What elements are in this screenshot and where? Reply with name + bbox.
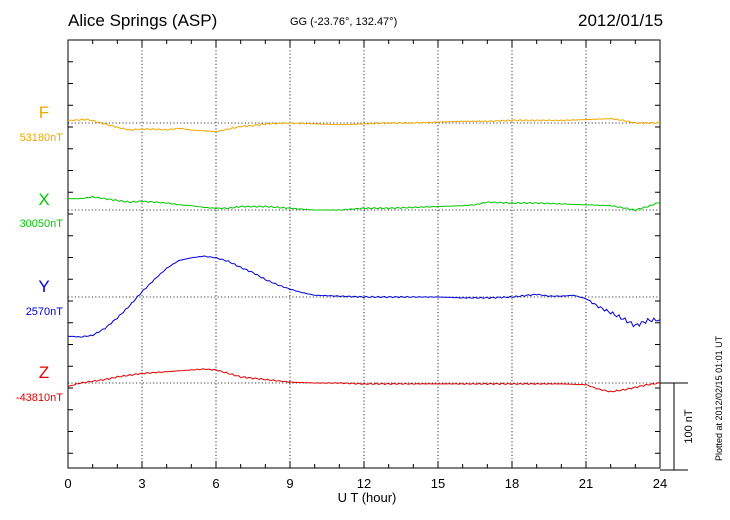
scale-bar: 100 nT (660, 382, 695, 471)
grid (141, 40, 587, 468)
baselines (68, 122, 660, 384)
series-name-z: Z (39, 363, 49, 382)
x-tick-label: 0 (64, 476, 71, 491)
series-labels: F 53180nT X 30050nT Y 2570nT Z -43810nT (16, 103, 63, 404)
x-tick-label: 24 (653, 476, 667, 491)
series-line-y (67, 255, 661, 338)
x-tick-labels: 0 3 6 9 12 15 18 21 24 (64, 476, 667, 491)
series-baseline-value-x: 30050nT (20, 218, 64, 230)
series-line-z (67, 368, 661, 393)
x-axis-label: U T (hour) (338, 490, 397, 505)
series-name-f: F (39, 103, 49, 122)
x-tick-label: 9 (286, 476, 293, 491)
series-baseline-value-z: -43810nT (16, 392, 63, 404)
plot-date: 2012/01/15 (578, 11, 664, 30)
x-tick-label: 18 (505, 476, 519, 491)
axis-ticks (67, 40, 661, 468)
x-tick-label: 21 (579, 476, 593, 491)
x-tick-label: 12 (357, 476, 371, 491)
scale-bar-label: 100 nT (683, 409, 695, 444)
series-lines (67, 117, 661, 393)
plotted-timestamp: Plotted at 2012/02/15 01:01 UT (714, 335, 724, 461)
x-tick-label: 15 (431, 476, 445, 491)
series-baseline-value-f: 53180nT (20, 132, 64, 144)
series-name-y: Y (38, 277, 49, 296)
series-name-x: X (38, 190, 49, 209)
x-tick-label: 3 (138, 476, 145, 491)
x-tick-label: 6 (212, 476, 219, 491)
station-coordinates: GG (-23.76°, 132.47°) (290, 16, 398, 28)
station-title: Alice Springs (ASP) (68, 11, 218, 30)
series-line-f (67, 117, 661, 133)
series-baseline-value-y: 2570nT (26, 306, 64, 318)
series-line-x (68, 195, 661, 212)
